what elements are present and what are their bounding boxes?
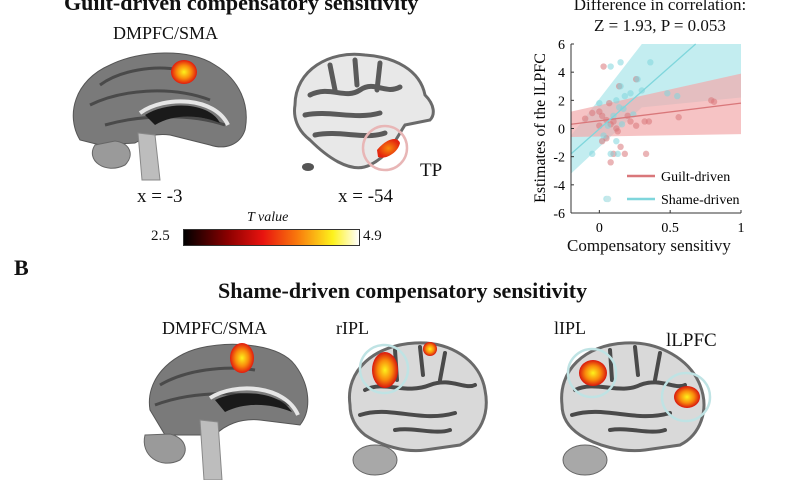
highlight-circle-llpfc (660, 371, 712, 423)
data-point (614, 128, 621, 135)
coord-label-x-neg3: x = -3 (137, 186, 183, 207)
brain-lateral-sagittal-a (293, 52, 435, 172)
panel-letter-b: B (14, 255, 29, 280)
data-point (621, 92, 629, 100)
colorbar-title: T value (247, 210, 289, 225)
highlight-circle-lipl (566, 347, 618, 399)
scatter-plot: 6 4 2 0 -2 -4 -6 0 0.5 1 Estimates of the lLPFC G… (532, 38, 745, 236)
data-point (710, 98, 718, 105)
x-tick-label: 0.5 (661, 221, 679, 236)
confidence-band (571, 44, 741, 174)
x-tick-label: 0 (596, 221, 603, 236)
x-tick-label: 1 (738, 221, 745, 236)
data-point (621, 150, 629, 158)
chart-subtitle-text: Z = 1.93, P = 0.053 (594, 16, 726, 35)
data-point (606, 99, 613, 107)
data-point (600, 132, 607, 139)
legend-marker-shame (604, 195, 612, 203)
data-point (645, 118, 653, 125)
brain-right-lateral-b (347, 341, 488, 476)
y-tick-label: 2 (558, 94, 565, 109)
chart-title: Difference in correlation: (573, 0, 747, 14)
data-point (614, 150, 621, 158)
data-point (642, 150, 650, 158)
brain-left-lateral-b (560, 341, 712, 476)
data-point (617, 59, 624, 66)
data-point (647, 59, 654, 66)
data-point (581, 115, 589, 122)
data-point (610, 118, 617, 125)
coord-label-x-neg54: x = -54 (338, 186, 394, 207)
data-point (607, 150, 614, 158)
data-point (627, 118, 634, 125)
colorbar (183, 229, 360, 246)
region-label-dmpfc-sma-a: DMPFC/SMA (113, 23, 219, 43)
y-tick-label: 0 (558, 123, 565, 138)
y-tick-label: -2 (553, 151, 565, 166)
data-point (627, 90, 634, 97)
data-point (617, 83, 624, 90)
data-point (600, 63, 607, 70)
data-point (618, 121, 626, 128)
data-point (604, 122, 612, 129)
data-point (589, 150, 596, 158)
data-point (617, 143, 624, 151)
data-point (634, 76, 641, 83)
colorbar-min-label: 2.5 (151, 228, 170, 244)
legend-label-guilt: Guilt-driven (661, 170, 730, 185)
data-point (607, 159, 614, 166)
data-point (664, 90, 671, 97)
fit-line (570, 102, 742, 125)
data-point (632, 122, 640, 129)
activation-blob (377, 139, 400, 158)
data-point (607, 63, 614, 70)
data-point (674, 92, 681, 100)
data-point (613, 97, 620, 104)
colorbar-max-label: 4.9 (363, 228, 382, 244)
axis-ticks: 6 4 2 0 -2 -4 -6 0 0.5 1 (553, 38, 744, 236)
panel-a-title: Guilt-driven compensatory sensitivity (64, 0, 419, 15)
highlight-circle-tp (361, 124, 409, 172)
y-tick-label: 4 (558, 66, 565, 81)
data-point (596, 99, 603, 107)
region-label-dmpfc-sma-b: DMPFC/SMA (162, 318, 268, 338)
y-axis-label: Estimates of the lLPFC (532, 53, 549, 203)
region-label-ripl: rIPL (336, 318, 369, 338)
brain-medial-sagittal-b (143, 343, 309, 480)
plot-area (570, 43, 742, 203)
activation-blob (423, 342, 437, 356)
activation-blob (230, 343, 254, 373)
data-point (596, 122, 603, 129)
activation-blob (372, 352, 398, 388)
x-axis-label: Compensatory sensitivy (567, 236, 731, 255)
data-point (598, 112, 606, 120)
region-label-llpfc: lLPFC (666, 330, 717, 351)
y-tick-label: -6 (553, 207, 565, 222)
chart-legend: Guilt-driven Shame-driven (604, 170, 740, 208)
chart-subtitle: Z = 1.93, P = 0.053 (560, 16, 760, 36)
brain-medial-sagittal-a (72, 52, 247, 181)
data-point (613, 137, 620, 145)
region-label-lipl: lIPL (554, 318, 587, 338)
legend-label-shame: Shame-driven (661, 193, 740, 208)
data-point (620, 105, 627, 112)
activation-blob (171, 60, 197, 84)
data-point (589, 109, 596, 117)
y-tick-label: -4 (553, 179, 565, 194)
highlight-circle-ripl (358, 343, 410, 395)
activation-blob (674, 386, 700, 408)
activation-blob (579, 360, 607, 386)
region-label-tp: TP (420, 160, 443, 181)
data-point (675, 114, 682, 121)
panel-b-title: Shame-driven compensatory sensitivity (218, 278, 588, 303)
fit-line (570, 43, 697, 155)
y-tick-label: 6 (558, 38, 565, 53)
